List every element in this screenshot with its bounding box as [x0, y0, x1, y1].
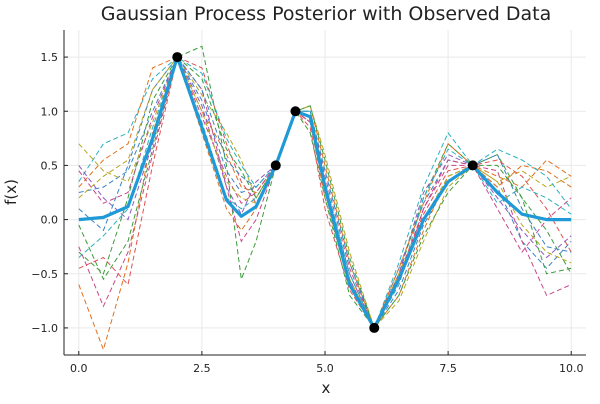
- x-tick-label: 0.0: [70, 362, 88, 375]
- y-axis-label: f(x): [2, 179, 20, 205]
- chart-title: Gaussian Process Posterior with Observed…: [101, 3, 552, 25]
- x-tick-label: 10.0: [559, 362, 584, 375]
- y-tick-label: 0.5: [41, 159, 59, 172]
- sample-path-line: [78, 56, 572, 329]
- sample-path-line: [78, 56, 572, 329]
- y-tick-label: −1.0: [31, 322, 58, 335]
- axes-frame: [63, 30, 586, 356]
- x-tick-label: 7.5: [439, 362, 457, 375]
- y-tick-label: 1.5: [41, 51, 59, 64]
- x-tick-label: 5.0: [316, 362, 334, 375]
- observed-point: [172, 52, 183, 63]
- observed-points: [172, 52, 478, 333]
- observed-point: [369, 322, 380, 333]
- posterior-mean: [78, 55, 572, 330]
- y-tick-label: 0.0: [41, 214, 59, 227]
- observed-point: [467, 160, 478, 171]
- x-tick-label: 2.5: [193, 362, 211, 375]
- y-tick-label: −0.5: [31, 268, 58, 281]
- observed-point: [270, 160, 281, 171]
- mean-line: [78, 55, 572, 330]
- observed-point: [290, 106, 301, 117]
- y-tick-label: 1.0: [41, 105, 59, 118]
- x-axis-label: x: [322, 379, 331, 397]
- axis-ticks: 0.0 2.5 5.0 7.5 10.0 −1.0 −0.5 0.0 0.5 1.0 1.5: [31, 51, 583, 375]
- sample-path-line: [78, 45, 572, 329]
